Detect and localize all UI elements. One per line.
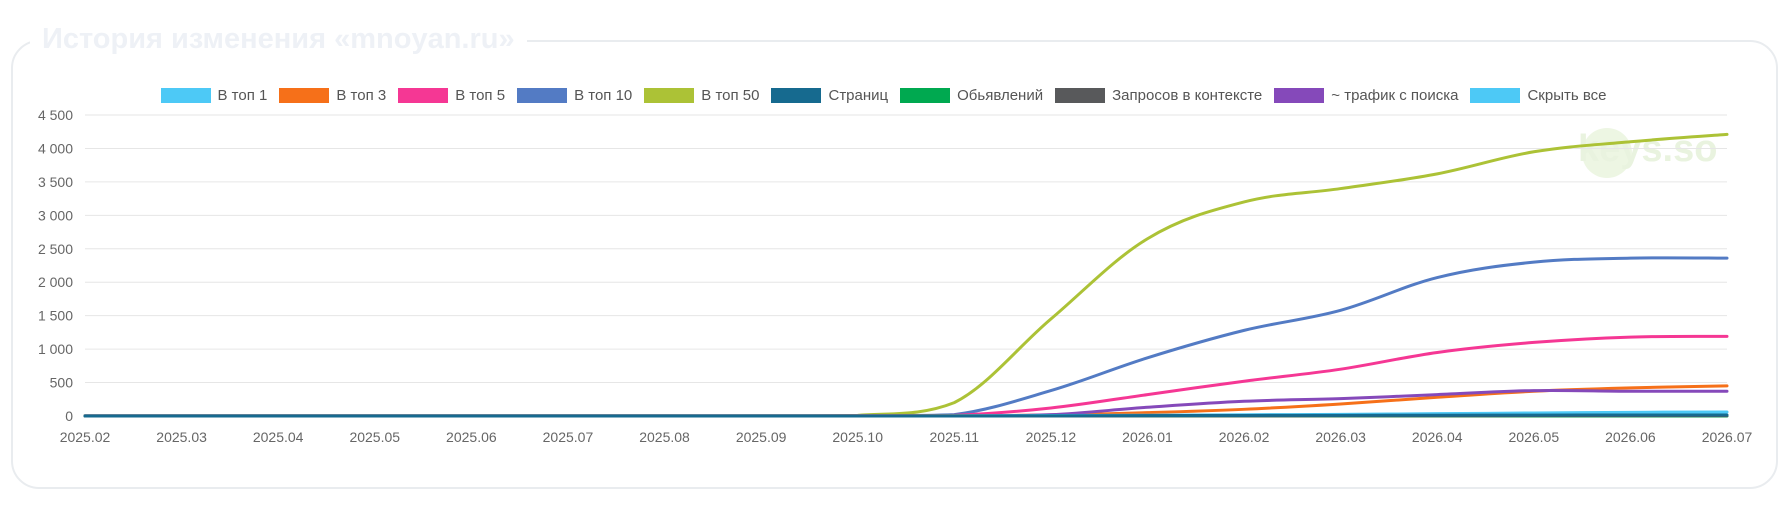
y-tick-label: 2 000 — [38, 274, 73, 290]
x-tick-label: 2025.05 — [349, 429, 400, 445]
legend-label: В топ 5 — [455, 86, 506, 104]
series-line — [83, 413, 1729, 418]
x-tick-label: 2025.08 — [639, 429, 690, 445]
legend-item[interactable]: Страниц — [771, 87, 888, 104]
x-tick-label: 2025.02 — [60, 429, 111, 445]
x-tick-label: 2025.10 — [832, 429, 883, 445]
y-tick-label: 500 — [50, 375, 74, 391]
y-tick-label: 4 500 — [38, 107, 73, 123]
legend-item[interactable]: В топ 1 — [160, 86, 268, 104]
y-tick-label: 4 000 — [38, 140, 73, 156]
legend-item[interactable]: ~ трафик с поиска — [1274, 87, 1458, 104]
y-tick-label: 1 500 — [38, 308, 73, 324]
legend-label: В топ 10 — [574, 86, 633, 104]
legend-item[interactable]: Обьявлений — [900, 87, 1043, 104]
x-tick-label: 2025.12 — [1026, 429, 1077, 445]
legend-swatch — [279, 87, 330, 103]
x-tick-label: 2025.07 — [543, 429, 594, 445]
legend-swatch — [160, 87, 211, 103]
legend-swatch — [771, 87, 822, 103]
series-line — [83, 132, 1729, 418]
x-tick-label: 2026.07 — [1702, 429, 1753, 445]
legend-label: В топ 50 — [701, 86, 760, 104]
legend-swatch — [1274, 87, 1325, 103]
x-tick-label: 2025.03 — [156, 429, 207, 445]
legend-label: Страниц — [828, 86, 889, 104]
chart-legend: В топ 1 В топ 3 В топ 5 В топ 10 В топ 50 Стр… — [0, 84, 1767, 106]
x-tick-label: 2025.06 — [446, 429, 497, 445]
series-line — [83, 334, 1729, 418]
x-tick-label: 2025.11 — [930, 429, 980, 445]
legend-item[interactable]: В топ 10 — [517, 87, 632, 104]
y-tick-label: 3 500 — [38, 174, 73, 190]
legend-item[interactable]: Запросов в контексте — [1055, 87, 1262, 104]
legend-swatch — [1470, 87, 1521, 103]
y-tick-label: 2 500 — [38, 241, 73, 257]
legend-swatch — [644, 87, 695, 103]
legend-label: Обьявлений — [957, 86, 1044, 104]
hide-all-button[interactable]: Скрыть все — [1470, 87, 1606, 104]
legend-label: В топ 1 — [217, 86, 268, 104]
legend-label: В топ 3 — [336, 86, 387, 104]
x-tick-label: 2025.04 — [253, 429, 304, 445]
hide-all-label: Скрыть все — [1527, 86, 1607, 104]
x-tick-label: 2026.06 — [1605, 429, 1656, 445]
panel-title: История изменения «mnoyan.ru» — [30, 22, 527, 56]
x-tick-label: 2026.05 — [1509, 429, 1560, 445]
legend-swatch — [900, 87, 951, 103]
watermark-logo-icon — [1582, 128, 1632, 178]
legend-item[interactable]: В топ 5 — [398, 87, 505, 104]
series-line — [83, 384, 1729, 418]
x-tick-label: 2025.09 — [736, 429, 787, 445]
x-tick-label: 2026.03 — [1315, 429, 1366, 445]
legend-label: Запросов в контексте — [1112, 86, 1263, 104]
y-tick-label: 3 000 — [38, 207, 73, 223]
legend-item[interactable]: В топ 50 — [644, 87, 759, 104]
legend-swatch — [398, 87, 449, 103]
x-tick-label: 2026.02 — [1219, 429, 1270, 445]
legend-swatch — [1055, 87, 1106, 103]
watermark: keys.so — [1578, 128, 1718, 170]
legend-label: ~ трафик с поиска — [1331, 86, 1459, 104]
y-tick-label: 0 — [65, 408, 73, 424]
legend-swatch — [517, 87, 568, 103]
x-tick-label: 2026.04 — [1412, 429, 1463, 445]
x-tick-label: 2026.01 — [1122, 429, 1173, 445]
legend-item[interactable]: В топ 3 — [279, 87, 386, 104]
y-tick-label: 1 000 — [38, 341, 73, 357]
